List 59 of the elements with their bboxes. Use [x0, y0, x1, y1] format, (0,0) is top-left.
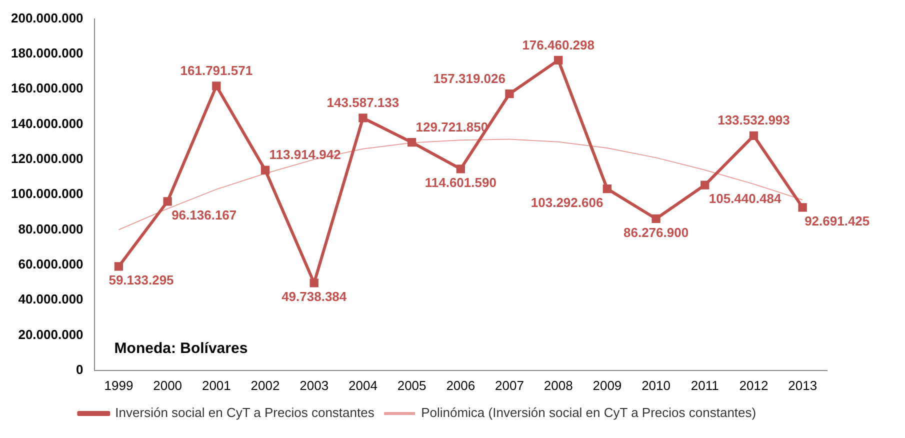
x-tick-label: 2012: [739, 378, 768, 393]
point: [700, 180, 710, 190]
x-tick-label: 2003: [300, 378, 329, 393]
x-tick-label: 2011: [690, 378, 719, 393]
point: [358, 114, 368, 122]
x-tick-label: 2009: [592, 378, 622, 393]
point: [212, 82, 221, 90]
x-tick-label: 2000: [153, 378, 182, 393]
point: [456, 164, 465, 174]
y-tick-label: 120.000.000: [10, 151, 84, 166]
y-tick-label: 20.000.000: [18, 326, 84, 342]
point: [554, 56, 563, 65]
y-tick-label: 200.000.000: [10, 10, 84, 26]
y-tick-label: 180.000.000: [10, 46, 84, 61]
point: [505, 90, 514, 98]
y-tick-label: 0: [76, 362, 84, 377]
x-tick-label: 2002: [250, 378, 280, 393]
x-tick-label: 2008: [544, 378, 573, 393]
y-tick-label: 140.000.000: [10, 116, 84, 131]
y-tick-label: 60.000.000: [18, 256, 84, 272]
y-tick-label: 40.000.000: [18, 292, 84, 307]
data-label: 92.691.425: [804, 214, 870, 229]
y-tick-label: 100.000.000: [10, 186, 84, 202]
data-label: 143.587.133: [326, 95, 400, 110]
data-label: 86.276.900: [623, 224, 689, 240]
x-tick-label: 2006: [446, 378, 476, 393]
data-label: 59.133.295: [108, 272, 174, 288]
data-label: 49.738.384: [282, 289, 348, 304]
x-tick-label: 2005: [397, 378, 426, 393]
y-tick-label: 80.000.000: [18, 221, 84, 236]
data-label: 113.914.942: [269, 147, 341, 162]
x-tick-label: 2007: [495, 378, 524, 393]
annotation: Moneda: Bolívares: [114, 340, 248, 358]
legend-label: Polinómica (Inversión social en CyT a Precios constantes): [421, 405, 756, 420]
y-tick-label: 160.000.000: [10, 80, 84, 96]
data-label: 161.791.571: [180, 63, 253, 78]
x-tick-label: 2013: [788, 378, 818, 393]
data-label: 133.532.993: [718, 112, 790, 128]
data-label: 176.460.298: [522, 37, 594, 52]
legend-label: Inversión social en CyT a Precios constantes: [115, 405, 375, 420]
x-tick-label: 2010: [642, 378, 670, 393]
point: [602, 184, 612, 194]
point: [260, 166, 270, 174]
point: [163, 197, 172, 206]
x-tick-label: 2001: [202, 378, 231, 393]
point: [407, 138, 416, 147]
data-label: 129.721.850: [416, 119, 488, 134]
data-label: 96.136.167: [172, 207, 237, 222]
data-label: 105.440.484: [708, 191, 782, 206]
point: [749, 131, 758, 140]
point: [310, 278, 318, 288]
point: [798, 203, 807, 212]
data-label: 157.319.026: [433, 70, 506, 86]
x-tick-label: 1999: [104, 378, 134, 393]
data-label: 114.601.590: [424, 175, 496, 190]
x-tick-label: 2004: [348, 378, 378, 393]
point: [114, 262, 124, 271]
point: [652, 214, 660, 224]
data-label: 103.292.606: [530, 194, 604, 210]
